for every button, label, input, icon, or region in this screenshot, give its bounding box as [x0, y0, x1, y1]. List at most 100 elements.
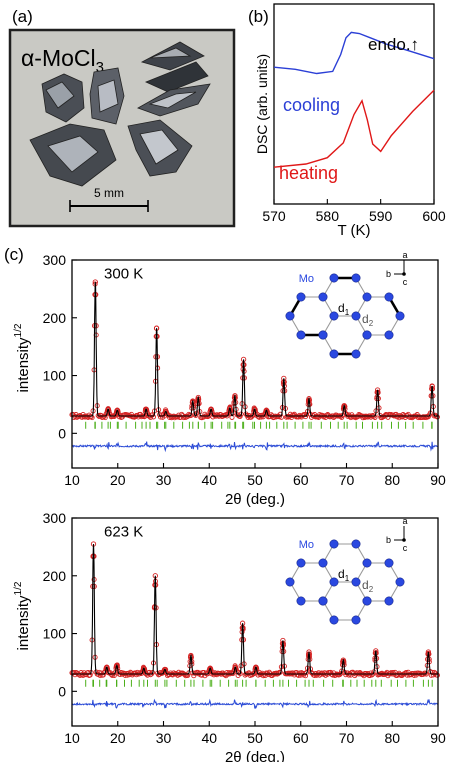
mo-atom — [318, 596, 328, 606]
mo-atom — [296, 292, 306, 302]
xrd-plot-frame — [71, 259, 439, 469]
mo-atom — [384, 558, 394, 568]
axis-c-label: c — [403, 277, 408, 287]
inset-mo-label: Mo — [299, 273, 314, 285]
observed-point — [88, 414, 94, 420]
observed-point — [255, 672, 261, 678]
xrd-x-tick-label: 90 — [430, 472, 446, 488]
crystal-flake — [144, 61, 209, 93]
observed-point — [182, 672, 188, 678]
dsc-cooling-label: cooling — [283, 95, 340, 115]
mo-atom — [351, 615, 361, 625]
observed-point — [428, 672, 434, 678]
dsc-cooling-curve — [273, 31, 435, 75]
xrd-y-tick-label: 200 — [43, 568, 67, 584]
inset-300k-lattice: Mo d1 d2 a b c — [285, 250, 408, 359]
mo-atom — [384, 330, 394, 340]
xrd-y-tick-label: 300 — [43, 252, 67, 268]
mo-atom — [318, 330, 328, 340]
observed-point — [185, 672, 191, 678]
panel-b-label: (b) — [248, 7, 269, 26]
mo-atom — [384, 292, 394, 302]
xrd-x-tick-label: 30 — [156, 730, 172, 746]
xrd-y-tick-label: 0 — [58, 683, 66, 699]
observed-point — [82, 414, 88, 420]
inset-d1-label: d1 — [338, 567, 350, 583]
bragg-ticks — [85, 679, 433, 687]
observed-point — [100, 414, 106, 420]
mo-atom — [351, 273, 361, 283]
xrd-x-tick-label: 20 — [110, 730, 126, 746]
dsc-endo-label: endo.↑ — [368, 35, 419, 54]
inset-d1-label: d1 — [338, 301, 350, 317]
dsc-y-axis-label: DSC (arb. units) — [254, 54, 270, 154]
observed-point — [295, 672, 302, 679]
calculated-profile — [72, 543, 438, 675]
xrd-x-tick-label: 70 — [339, 730, 355, 746]
xrd-y-tick-label: 300 — [43, 510, 67, 526]
dsc-curves — [273, 31, 435, 168]
mo-atom — [362, 558, 372, 568]
xrd-x-tick-label: 60 — [293, 472, 309, 488]
mo-atom — [296, 596, 306, 606]
observed-point — [287, 670, 293, 676]
observed-point — [346, 672, 352, 678]
axis-c-label: c — [403, 543, 408, 553]
observed-point — [422, 414, 428, 420]
mo-atom — [395, 577, 405, 587]
observed-point — [422, 670, 428, 676]
xrd-x-axis-label: 2θ (deg.) — [225, 749, 285, 762]
photo-title: α-MoCl3 — [21, 45, 104, 76]
mo-atom — [285, 577, 295, 587]
observed-peak-point — [115, 409, 121, 415]
inset-d2-label: d2 — [362, 578, 374, 594]
axis-a-label: a — [402, 250, 407, 260]
scale-bar-label: 5 mm — [94, 186, 124, 200]
panel-c-label: (c) — [4, 245, 24, 264]
mo-atom — [329, 615, 339, 625]
inset-623k-lattice: Mo d1 d2 a b c — [285, 516, 408, 625]
mo-atom — [362, 292, 372, 302]
mo-atom — [351, 539, 361, 549]
crystal-flake — [47, 135, 99, 173]
observed-points — [69, 541, 440, 679]
observed-points — [69, 279, 440, 421]
svg-text:α-MoCl3: α-MoCl3 — [21, 45, 104, 76]
mo-atom — [318, 292, 328, 302]
xrd-300k-plot: 10 20 30 40 50 60 70 80 90 0 100 200 300 300 K intensi… — [13, 252, 446, 508]
observed-point — [87, 672, 93, 678]
xrd-x-tick-label: 10 — [64, 730, 80, 746]
xrd-plot-frame — [71, 517, 439, 727]
xrd-y-tick-label: 200 — [43, 310, 67, 326]
mo-atom — [296, 558, 306, 568]
dsc-x-tick-label: 600 — [422, 208, 446, 224]
xrd-x-tick-label: 60 — [293, 730, 309, 746]
dsc-x-tick-label: 590 — [369, 208, 393, 224]
mo-atom — [351, 349, 361, 359]
observed-point — [138, 414, 144, 420]
mo-atom — [285, 311, 295, 321]
xrd-y-tick-label: 0 — [58, 425, 66, 441]
axis-b-label: b — [386, 535, 391, 545]
mo-atom — [329, 349, 339, 359]
mo-atom — [384, 596, 394, 606]
xrd-623k-plot: 10 20 30 40 50 60 70 80 90 0 100 200 300 623 K intensi… — [13, 510, 446, 762]
mo-atom — [362, 330, 372, 340]
inset-mo-label: Mo — [299, 539, 314, 551]
xrd-x-tick-label: 20 — [110, 472, 126, 488]
xrd-x-tick-label: 80 — [384, 730, 400, 746]
inset-d2-label: d2 — [362, 312, 374, 328]
axis-b-label: b — [386, 269, 391, 279]
axis-c-dot — [402, 538, 406, 542]
mo-atom — [351, 577, 361, 587]
mo-atom — [329, 539, 339, 549]
xrd-y-axis-label: intensity1/2 — [13, 581, 32, 650]
crystal-flake — [97, 79, 119, 113]
dsc-heating-label: heating — [279, 163, 338, 183]
xrd-x-tick-label: 90 — [430, 730, 446, 746]
observed-point — [403, 670, 409, 676]
temperature-label: 623 K — [104, 523, 143, 540]
dsc-x-tick-label: 580 — [316, 208, 340, 224]
observed-peak-point — [162, 668, 169, 674]
